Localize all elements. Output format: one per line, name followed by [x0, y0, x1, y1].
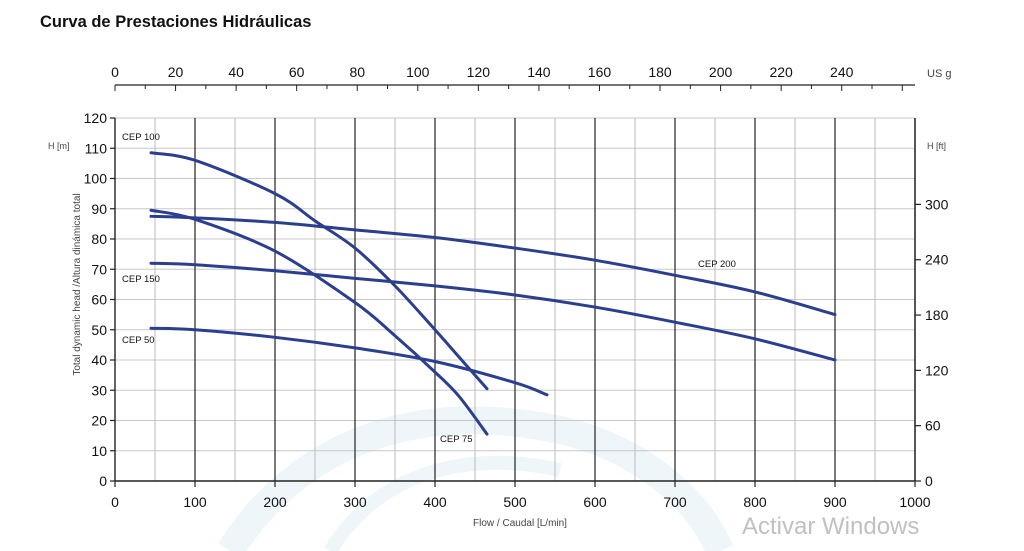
x-tick-label: 300 [343, 494, 367, 510]
curve-label-cep-100: CEP 100 [122, 132, 160, 143]
y-tick-label: 120 [84, 110, 108, 126]
y-tick-label: 20 [91, 413, 107, 429]
y-tick-label-right: 180 [925, 307, 949, 323]
y-tick-label: 80 [91, 231, 107, 247]
x-top-tick-label: 40 [228, 64, 244, 80]
y-tick-label: 60 [91, 292, 107, 308]
x-top-tick-label: 120 [467, 64, 491, 80]
x-top-tick-label: 160 [588, 64, 612, 80]
x-tick-label: 0 [111, 494, 119, 510]
y-tick-label: 100 [84, 171, 108, 187]
x-top-tick-label: 80 [349, 64, 365, 80]
y-tick-label: 50 [91, 322, 107, 338]
x-tick-label: 800 [743, 494, 767, 510]
x-top-tick-label: 180 [648, 64, 672, 80]
x-top-tick-label: 60 [289, 64, 305, 80]
x-tick-label: 500 [503, 494, 527, 510]
x-tick-label: 900 [823, 494, 847, 510]
y-tick-label: 30 [91, 382, 107, 398]
curve-cep-100 [149, 151, 489, 391]
x-top-tick-label: 100 [406, 64, 430, 80]
x-tick-label: 600 [583, 494, 607, 510]
activation-watermark: Activar Windows [742, 513, 920, 540]
curve-label-cep-50: CEP 50 [122, 335, 155, 346]
x-tick-label: 1000 [899, 494, 930, 510]
curve-cep-150 [149, 261, 837, 362]
curve-label-cep-75: CEP 75 [440, 434, 473, 445]
y-axis-unit-right: H [ft] [927, 141, 946, 151]
curve-cep-200 [149, 214, 837, 317]
background-swirl [324, 455, 562, 551]
y-tick-label: 40 [91, 352, 107, 368]
x-tick-label: 700 [663, 494, 687, 510]
curve-cep-50 [149, 326, 549, 397]
x-axis-label: Flow / Caudal [L/min] [473, 518, 567, 529]
y-tick-label: 0 [99, 473, 107, 489]
y-tick-label: 110 [85, 140, 108, 156]
y-axis-unit-left: H [m] [48, 141, 70, 151]
y-tick-label: 10 [91, 443, 107, 459]
y-tick-label-right: 0 [925, 473, 933, 489]
x-top-tick-label: 0 [111, 64, 119, 80]
y-tick-label-right: 300 [925, 196, 949, 212]
y-tick-label-right: 120 [925, 362, 949, 378]
x-tick-label: 200 [263, 494, 287, 510]
x-axis-unit-top: US g [927, 68, 951, 80]
y-tick-label-right: 240 [925, 252, 949, 268]
curve-cep-75 [149, 208, 489, 436]
curve-label-cep-150: CEP 150 [122, 274, 160, 285]
x-top-tick-label: 220 [769, 64, 793, 80]
x-tick-label: 400 [423, 494, 447, 510]
x-top-tick-label: 200 [709, 64, 733, 80]
y-tick-label: 70 [91, 261, 107, 277]
x-top-tick-label: 20 [168, 64, 184, 80]
x-top-tick-label: 240 [830, 64, 854, 80]
x-top-tick-label: 140 [527, 64, 551, 80]
page-title: Curva de Prestaciones Hidráulicas [40, 13, 312, 31]
curve-label-cep-200: CEP 200 [698, 259, 736, 270]
y-tick-label: 90 [91, 201, 107, 217]
y-tick-label-right: 60 [925, 418, 941, 434]
x-tick-label: 100 [183, 494, 207, 510]
y-axis-label: Total dynamic head /Altura dinámica tota… [72, 193, 83, 375]
background-swirl [218, 406, 734, 551]
